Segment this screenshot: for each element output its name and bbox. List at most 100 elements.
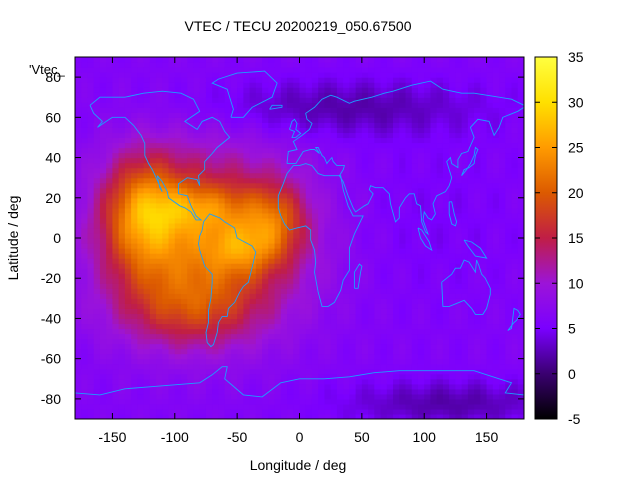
heatmap-cell (149, 97, 157, 103)
heatmap-cell (355, 393, 363, 400)
heatmap-cell (93, 363, 101, 370)
heatmap-cell (361, 122, 369, 128)
heatmap-cell (187, 157, 195, 164)
heatmap-cell (149, 283, 157, 289)
heatmap-cell (287, 278, 294, 284)
heatmap-cell (243, 273, 251, 279)
heatmap-cell (181, 253, 188, 259)
heatmap-cell (461, 373, 469, 380)
heatmap-cell (262, 318, 269, 325)
heatmap-cell (106, 142, 114, 149)
heatmap-cell (131, 368, 138, 375)
heatmap-cell (467, 177, 475, 184)
heatmap-cell (355, 313, 363, 320)
heatmap-cell (193, 298, 201, 304)
heatmap-cell (106, 192, 114, 199)
heatmap-cell (349, 338, 357, 345)
heatmap-cell (461, 363, 469, 370)
heatmap-cell (237, 303, 244, 309)
heatmap-cell (199, 167, 207, 174)
chart-title: VTEC / TECU 20200219_050.67500 (184, 18, 411, 34)
heatmap-cell (143, 253, 151, 259)
heatmap-cell (112, 112, 120, 118)
heatmap-cell (467, 358, 475, 365)
heatmap-cell (124, 358, 132, 365)
heatmap-cell (399, 338, 407, 345)
heatmap-cell (212, 127, 220, 134)
heatmap-cell (417, 333, 425, 340)
heatmap-cell (368, 122, 375, 128)
heatmap-cell (181, 102, 188, 108)
heatmap-cell (474, 167, 481, 174)
heatmap-cell (249, 202, 257, 209)
heatmap-cell (287, 348, 294, 355)
heatmap-cell (168, 137, 176, 144)
heatmap-cell (218, 127, 226, 134)
heatmap-cell (280, 308, 288, 315)
heatmap-cell (75, 348, 82, 355)
heatmap-cell (168, 207, 176, 214)
heatmap-cell (449, 207, 457, 214)
heatmap-cell (492, 348, 500, 355)
heatmap-cell (243, 368, 251, 375)
heatmap-cell (299, 388, 307, 395)
heatmap-cell (336, 368, 344, 375)
heatmap-cell (280, 378, 288, 385)
heatmap-cell (374, 278, 382, 284)
heatmap-cell (461, 172, 469, 179)
heatmap-cell (255, 278, 263, 284)
heatmap-cell (237, 197, 244, 204)
heatmap-cell (461, 308, 469, 315)
heatmap-cell (280, 152, 288, 159)
heatmap-cell (368, 182, 375, 189)
heatmap-cell (393, 308, 400, 315)
heatmap-cell (230, 398, 238, 405)
heatmap-cell (274, 318, 282, 325)
heatmap-cell (162, 212, 170, 219)
heatmap-cell (168, 298, 176, 304)
heatmap-cell (131, 162, 138, 169)
heatmap-cell (205, 388, 213, 395)
heatmap-cell (118, 363, 126, 370)
heatmap-cell (417, 383, 425, 390)
heatmap-cell (255, 67, 263, 73)
heatmap-cell (106, 102, 114, 108)
heatmap-cell (467, 77, 475, 83)
heatmap-cell (455, 67, 463, 73)
heatmap-cell (324, 197, 332, 204)
heatmap-cell (287, 177, 294, 184)
heatmap-cell (461, 268, 469, 274)
heatmap-cell (149, 127, 157, 134)
heatmap-cell (149, 77, 157, 83)
heatmap-cell (174, 403, 182, 410)
heatmap-cell (162, 222, 170, 229)
heatmap-cell (361, 333, 369, 340)
heatmap-cell (274, 162, 282, 169)
heatmap-cell (486, 373, 494, 380)
heatmap-cell (112, 177, 120, 184)
heatmap-cell (106, 378, 114, 385)
heatmap-cell (224, 268, 232, 274)
heatmap-cell (255, 348, 263, 355)
heatmap-cell (287, 408, 294, 415)
heatmap-cell (336, 388, 344, 395)
heatmap-cell (174, 318, 182, 325)
heatmap-cell (299, 368, 307, 375)
heatmap-cell (249, 92, 257, 98)
heatmap-cell (417, 67, 425, 73)
heatmap-cell (417, 253, 425, 259)
heatmap-cell (436, 308, 444, 315)
heatmap-cell (149, 318, 157, 325)
heatmap-cell (355, 318, 363, 325)
heatmap-cell (187, 283, 195, 289)
heatmap-cell (237, 398, 244, 405)
heatmap-cell (318, 177, 326, 184)
heatmap-cell (361, 102, 369, 108)
heatmap-cell (368, 207, 375, 214)
heatmap-cell (343, 288, 350, 294)
heatmap-cell (174, 283, 182, 289)
heatmap-cell (81, 117, 89, 123)
heatmap-cell (386, 248, 394, 254)
heatmap-cell (149, 132, 157, 139)
heatmap-cell (218, 393, 226, 400)
